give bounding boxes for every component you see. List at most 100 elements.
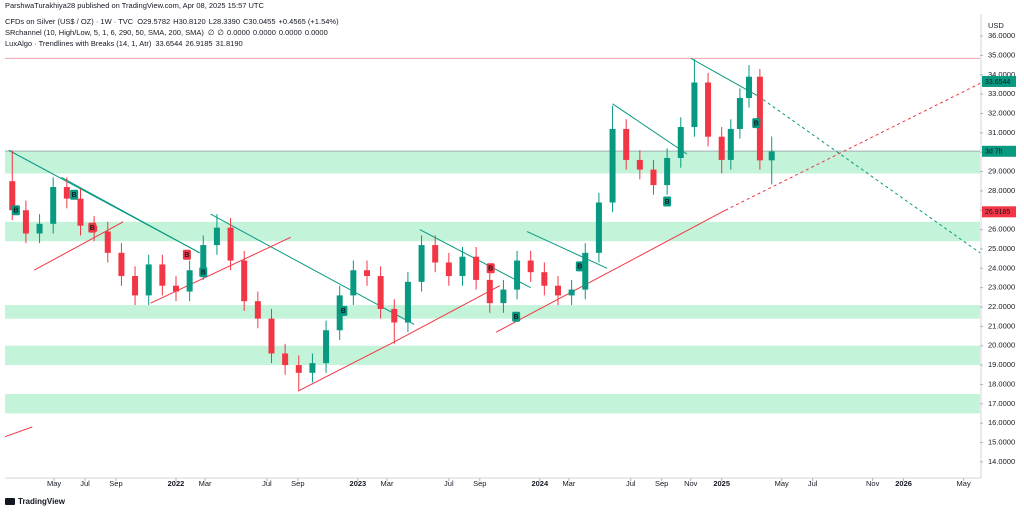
y-tick-label: 20.0000 [988,341,1015,350]
candle-body [132,276,139,296]
legend-name: SRchannel (10, High/Low, 5, 1, 6, 290, 5… [5,28,204,37]
break-badge [486,263,495,274]
candle-body [213,227,220,246]
x-tick-label: May [775,479,789,488]
break-badge [663,196,672,207]
x-tick-label: Jul [262,479,272,488]
legend-value: C30.0455 [243,17,276,26]
y-tick-label: 24.0000 [988,263,1015,272]
sr-zone [5,150,980,174]
x-tick-label: 2026 [895,479,912,488]
legend-value: 26.9185 [185,39,212,48]
candle-body [459,256,466,277]
candle-body [677,127,684,158]
break-badge [11,205,20,216]
candle-body [527,260,534,273]
y-tick-label: 15.0000 [988,437,1015,446]
candle-body [77,198,84,226]
legend-value: 0.0000 [227,28,250,37]
y-tick-label: 35.0000 [988,50,1015,59]
x-tick-label: May [957,479,971,488]
x-tick-label: Jul [444,479,454,488]
x-tick-label: Sep [655,479,668,488]
candle-body [404,281,411,323]
break-badge [70,189,79,200]
sr-zone [5,221,980,242]
y-tick-label: 25.0000 [988,244,1015,253]
candle-body [323,330,330,364]
y-tick-label: 36.0000 [988,31,1015,40]
break-badge [182,249,191,260]
candle-body [650,169,657,186]
price-tag-label: 26.9185 [985,209,1010,216]
break-badge [339,305,348,316]
candle-body [241,260,248,302]
x-tick-label: Sep [291,479,304,488]
price-tag [982,145,1016,157]
candle-body [554,285,561,296]
candle-body [664,157,671,186]
break-label: B [72,192,77,199]
break-label: B [341,308,346,315]
legend-value: ∅ [217,28,224,37]
y-tick-label: 31.0000 [988,128,1015,137]
y-tick-label: 22.0000 [988,302,1015,311]
trendline [61,176,200,254]
y-tick-label: 19.0000 [988,360,1015,369]
price-tag [982,206,1016,218]
candle-body [473,256,480,280]
legend-name: LuxAlgo · Trendlines with Breaks (14, 1,… [5,39,152,48]
candle-body [227,227,234,261]
y-tick-label: 33.0000 [988,89,1015,98]
candle-body [254,301,261,319]
candle-body [145,264,152,296]
legend-name: CFDs on Silver (US$ / OZ) · 1W · TVC [5,17,134,26]
candle-body [568,289,575,296]
candle-body [118,252,125,277]
candle-body [745,76,752,98]
candle-body [63,187,70,199]
footer-logo: TradingView [5,497,66,506]
legend-value: 0.0000 [279,28,302,37]
trendline [390,285,501,345]
break-label: B [201,270,206,277]
candle-body [104,231,111,253]
trendline [495,209,726,333]
candle-body [756,76,763,161]
candle-body [768,151,775,161]
y-tick-label: 23.0000 [988,283,1015,292]
x-tick-label: Sep [109,479,122,488]
candle-body [350,270,357,296]
header: ParshwaTurakhiya28 published on TradingV… [5,1,264,10]
break-badge [512,311,521,322]
break-label: B [754,120,759,127]
candle-body [736,97,743,129]
y-tick-label: 32.0000 [988,108,1015,117]
x-tick-label: 2023 [350,479,367,488]
trendline [150,236,291,304]
candle-body [623,128,630,160]
candle-body [514,260,521,290]
x-tick-label: Jul [808,479,818,488]
candle-body [486,279,493,304]
candle-body [541,272,548,286]
x-tick-label: Sep [473,479,486,488]
candle-body [418,245,425,282]
x-tick-label: Mar [381,479,394,488]
candle-body [432,245,439,263]
candle-body [718,136,725,160]
x-tick-label: 2024 [531,479,549,488]
legend-value: 0.0000 [305,28,328,37]
break-badge [88,222,97,233]
candle-body [500,289,507,304]
x-tick-label: Mar [199,479,212,488]
candle-body [50,187,57,224]
candle-body [309,363,316,373]
y-tick-label: 17.0000 [988,399,1015,408]
legend-value: +0.4565 (+1.54%) [279,17,340,26]
legend-value: L28.3390 [209,17,240,26]
x-tick-label: 2022 [168,479,185,488]
sr-zone [5,305,980,319]
